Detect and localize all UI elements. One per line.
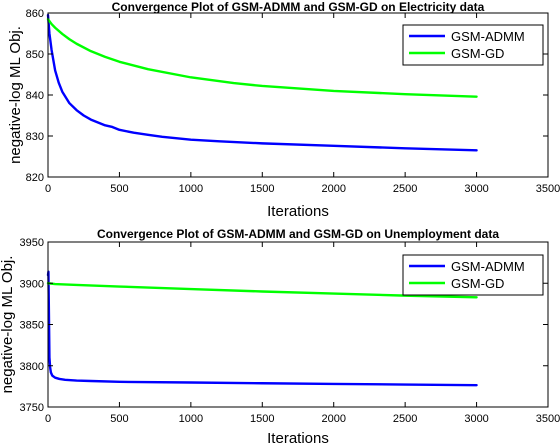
y-tick-label: 830 bbox=[26, 131, 44, 143]
y-tick-label: 3900 bbox=[20, 278, 44, 290]
x-tick-label: 2500 bbox=[393, 413, 417, 425]
chart-title: Convergence Plot of GSM-ADMM and GSM-GD … bbox=[112, 0, 485, 14]
x-tick-label: 1000 bbox=[179, 413, 203, 425]
y-axis-label: negative-log ML Obj. bbox=[0, 256, 16, 394]
x-tick-label: 1500 bbox=[250, 413, 274, 425]
y-tick-label: 3750 bbox=[20, 402, 44, 414]
x-tick-label: 1000 bbox=[179, 183, 203, 195]
legend-entry-gsm-admm: GSM-ADMM bbox=[451, 259, 525, 274]
x-tick-label: 1500 bbox=[250, 183, 274, 195]
x-tick-label: 2000 bbox=[321, 413, 345, 425]
x-tick-label: 3500 bbox=[536, 413, 560, 425]
x-tick-label: 500 bbox=[110, 183, 128, 195]
legend-box bbox=[402, 24, 544, 66]
x-axis-label: Iterations bbox=[267, 203, 329, 220]
x-tick-label: 3500 bbox=[536, 183, 560, 195]
series-line-gsm-admm bbox=[46, 13, 478, 152]
y-tick-label: 840 bbox=[26, 90, 44, 102]
legend: GSM-ADMM GSM-GD bbox=[402, 24, 544, 66]
x-tick-label: 3000 bbox=[464, 413, 488, 425]
x-tick-label: 3000 bbox=[464, 183, 488, 195]
x-tick-label: 500 bbox=[110, 413, 128, 425]
x-tick-label: 2000 bbox=[321, 183, 345, 195]
x-tick-label: 0 bbox=[45, 413, 51, 425]
y-tick-label: 860 bbox=[26, 8, 44, 20]
x-axis-label: Iterations bbox=[267, 430, 329, 446]
chart-panel-1: Convergence Plot of GSM-ADMM and GSM-GD … bbox=[7, 0, 560, 220]
legend-box bbox=[402, 254, 544, 296]
y-tick-label: 3850 bbox=[20, 320, 44, 332]
legend: GSM-ADMM GSM-GD bbox=[402, 254, 544, 296]
y-tick-label: 3950 bbox=[20, 237, 44, 249]
legend-entry-gsm-gd: GSM-GD bbox=[451, 276, 504, 291]
y-tick-label: 820 bbox=[26, 172, 44, 184]
legend-entry-gsm-gd: GSM-GD bbox=[451, 46, 504, 61]
series-line-gsm-gd bbox=[46, 282, 478, 299]
y-tick-label: 850 bbox=[26, 49, 44, 61]
chart-title: Convergence Plot of GSM-ADMM and GSM-GD … bbox=[97, 227, 499, 241]
x-tick-label: 0 bbox=[45, 183, 51, 195]
chart-panel-2: Convergence Plot of GSM-ADMM and GSM-GD … bbox=[0, 227, 560, 446]
y-tick-label: 3800 bbox=[20, 361, 44, 373]
series-line-gsm-admm bbox=[46, 270, 478, 387]
legend-entry-gsm-admm: GSM-ADMM bbox=[451, 29, 525, 44]
y-axis-label: negative-log ML Obj. bbox=[7, 26, 24, 164]
x-tick-label: 2500 bbox=[393, 183, 417, 195]
series-line-gsm-gd bbox=[46, 17, 478, 98]
